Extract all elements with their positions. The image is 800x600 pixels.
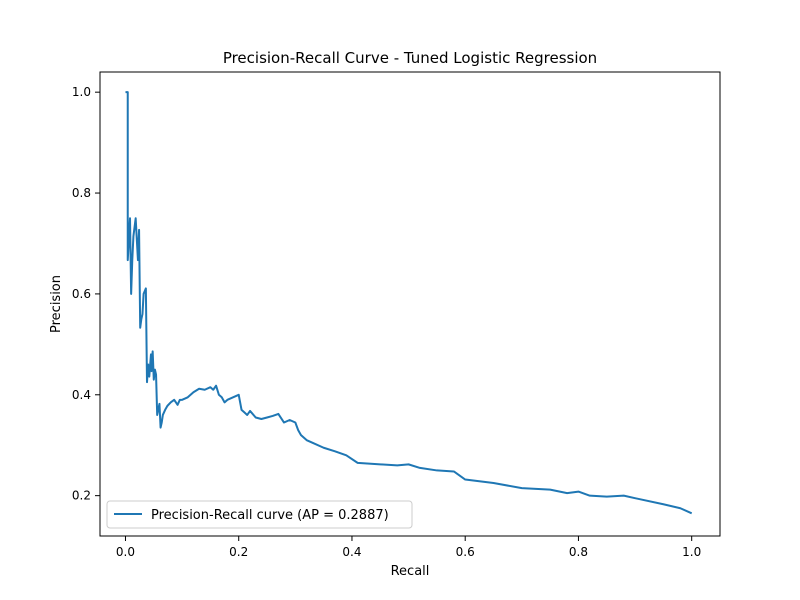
y-tick-label: 0.2 (72, 489, 91, 503)
x-tick-label: 0.8 (569, 545, 588, 559)
x-tick-label: 0.2 (229, 545, 248, 559)
y-tick-label: 0.4 (72, 388, 91, 402)
plot-content (125, 91, 693, 515)
y-axis-ticks: 0.2 0.4 0.6 0.8 1.0 (72, 85, 100, 503)
x-axis-label: Recall (391, 564, 430, 579)
legend-entry-label: Precision-Recall curve (AP = 0.2887) (151, 508, 389, 523)
series-line (125, 91, 693, 515)
y-tick-label: 0.6 (72, 287, 91, 301)
x-tick-label: 0.6 (456, 545, 475, 559)
x-tick-label: 0.4 (342, 545, 361, 559)
x-tick-label: 0.0 (116, 545, 135, 559)
legend-box (106, 500, 413, 529)
y-tick-label: 0.8 (72, 186, 91, 200)
x-tick-label: 1.0 (682, 545, 701, 559)
legend: Precision-Recall curve (AP = 0.2887) (106, 500, 413, 529)
chart-title: Precision-Recall Curve - Tuned Logistic … (223, 49, 597, 67)
y-tick-label: 1.0 (72, 85, 91, 99)
y-axis-label: Precision (49, 275, 64, 333)
plot-area-frame (99, 71, 721, 537)
x-axis-ticks: 0.0 0.2 0.4 0.6 0.8 1.0 (116, 536, 701, 559)
